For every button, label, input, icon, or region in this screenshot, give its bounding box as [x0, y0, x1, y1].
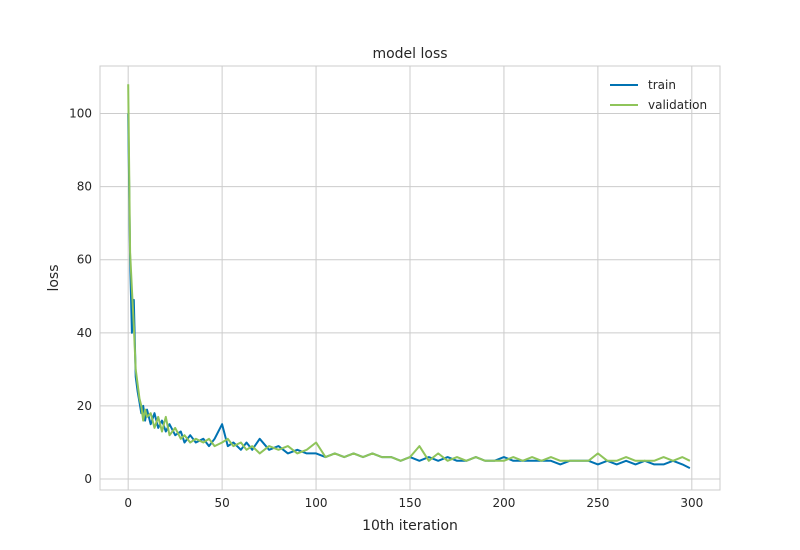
legend: train validation	[610, 78, 707, 112]
plot-frame	[99, 65, 721, 491]
chart-title: model loss	[372, 46, 447, 62]
grid-layer	[100, 66, 720, 490]
legend-train-label: train	[648, 78, 676, 92]
y-tick-label: 80	[77, 180, 92, 194]
y-tick-label: 100	[69, 107, 92, 121]
x-tick-label: 150	[399, 496, 422, 510]
series-line-validation	[127, 84, 691, 462]
y-tick-label: 60	[77, 253, 92, 267]
x-axis-label: 10th iteration	[362, 518, 458, 534]
tick-layer: 0 50 100 150 200 250 300 0 20 40 60 80 100	[69, 107, 703, 510]
y-tick-label: 40	[77, 326, 92, 340]
legend-validation-label: validation	[648, 98, 707, 112]
x-tick-label: 200	[492, 496, 515, 510]
y-axis-label: loss	[46, 264, 62, 291]
series-line-train	[127, 113, 691, 469]
x-tick-label: 250	[586, 496, 609, 510]
y-tick-label: 0	[84, 472, 92, 486]
y-tick-label: 20	[77, 399, 92, 413]
series-layer	[127, 84, 691, 469]
x-tick-label: 100	[305, 496, 328, 510]
x-tick-label: 0	[124, 496, 132, 510]
x-tick-label: 50	[214, 496, 229, 510]
x-tick-label: 300	[680, 496, 703, 510]
